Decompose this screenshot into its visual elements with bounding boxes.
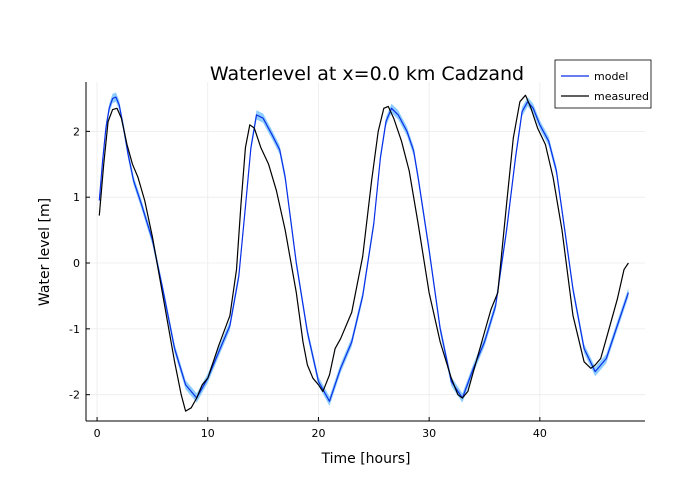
- series-line-model: [98, 96, 629, 402]
- legend-label-measured: measured: [594, 90, 649, 103]
- y-tick-label: 2: [73, 125, 80, 138]
- x-tick-label: 30: [422, 427, 436, 440]
- y-axis-title: Water level [m]: [37, 198, 53, 306]
- x-tick-label: 10: [201, 427, 215, 440]
- chart-title: Waterlevel at x=0.0 km Cadzand: [210, 63, 524, 85]
- legend: model measured: [554, 59, 652, 109]
- y-tick-label: -2: [69, 389, 80, 402]
- x-tick-label: 40: [533, 427, 547, 440]
- axes: 0 10 20 30 40 -2 -1 0 1 2: [69, 82, 645, 440]
- legend-box: [554, 59, 652, 109]
- grid: [86, 82, 645, 421]
- series-line-measured: [98, 94, 629, 412]
- y-tick-label: 1: [73, 191, 80, 204]
- y-tick-label: -1: [69, 323, 80, 336]
- x-tick-label: 0: [94, 427, 101, 440]
- x-tick-label: 20: [311, 427, 325, 440]
- legend-label-model: model: [594, 70, 628, 83]
- series-lines: [98, 94, 629, 412]
- x-axis-title: Time [hours]: [321, 451, 411, 467]
- y-tick-label: 0: [73, 257, 80, 270]
